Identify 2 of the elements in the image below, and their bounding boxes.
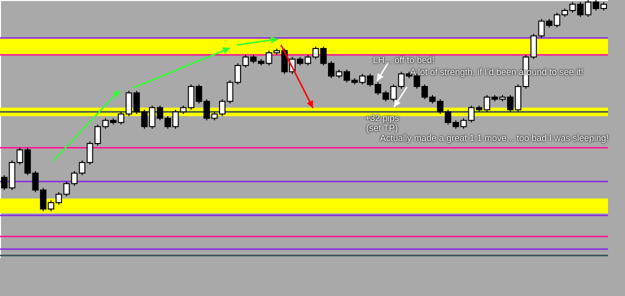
annotation: +32 pips (set TP) (364, 113, 400, 133)
annotation: Actually made a great 1:1 move... too bad I was sleeping! (380, 133, 609, 143)
